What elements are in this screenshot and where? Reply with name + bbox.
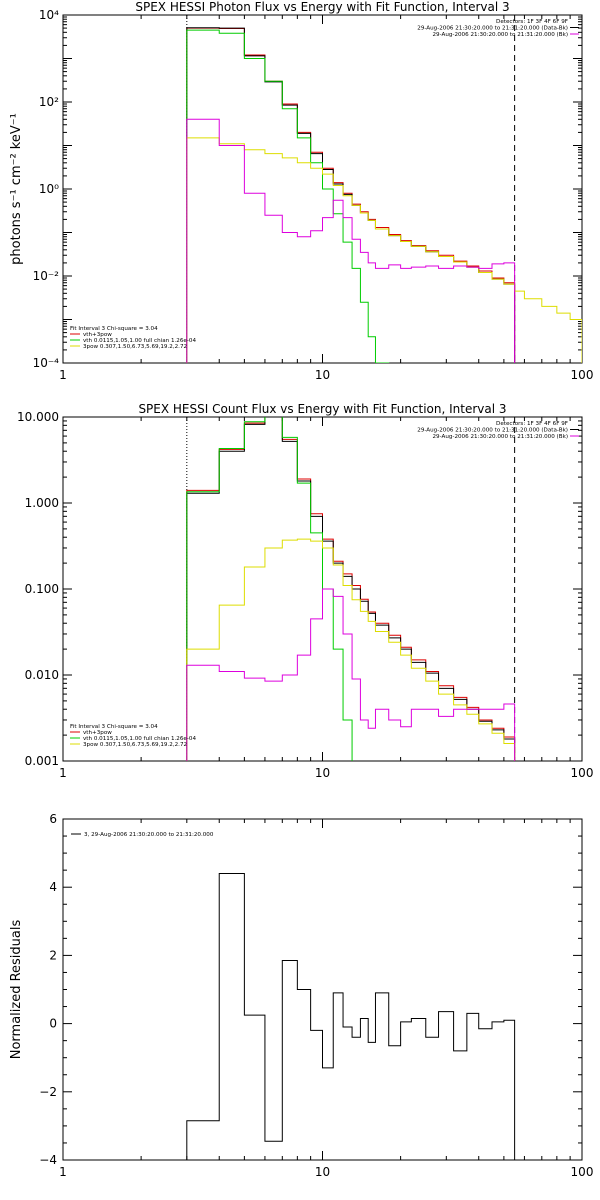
data-area (186, 27, 582, 363)
header-line: Detectors: 1F 3F 4F 6F 9F (496, 421, 568, 427)
legend-label: vth+3pow (83, 332, 112, 338)
series-4-step-line (186, 137, 582, 363)
panel-title: SPEX HESSI Count Flux vs Energy with Fit… (138, 402, 506, 416)
series-3-step-line (186, 29, 390, 363)
series-1 (186, 873, 516, 1160)
header-line: Detectors: 1F 3F 4F 6F 9F (496, 19, 568, 25)
y-tick-label: 10⁻² (33, 269, 60, 283)
series-1 (186, 27, 516, 363)
series-4 (186, 538, 516, 761)
series-2 (186, 417, 516, 761)
y-tick-label: 10⁴ (39, 8, 59, 22)
y-tick-label: 10⁰ (39, 182, 59, 196)
y-tick-label: 0.100 (25, 582, 59, 596)
series-1-step-line (186, 873, 516, 1160)
panel-3: 1 10 100 −4 −2 0 2 4 6 Normalized Residuals 3, 29-… (9, 812, 593, 1179)
x-tick-label: 10 (315, 766, 330, 780)
y-axis-label: photons s⁻¹ cm⁻² keV⁻¹ (9, 113, 24, 265)
y-tick-label: 10² (39, 95, 59, 109)
x-tick-label: 100 (571, 1165, 594, 1179)
legend-label: 3pow 0.307,1.50,6.73,5.69,19.2,2.72 (83, 742, 187, 748)
y-tick-label: 0.010 (25, 668, 59, 682)
panel-1: SPEX HESSI Photon Flux vs Energy with Fi… (9, 0, 594, 382)
y-tick-label: −4 (39, 1153, 57, 1167)
series-5 (186, 588, 516, 761)
y-axis-label: Normalized Residuals (9, 920, 24, 1060)
series-5 (186, 118, 516, 363)
x-tick-label: 100 (571, 766, 594, 780)
legend-label: vth 0.0115,1.05,1.00 full chian 1.26e-04 (83, 338, 196, 344)
series-5-step-line (186, 588, 516, 761)
y-tick-label: 4 (49, 880, 57, 894)
legend-header: Fit Interval 3 Chi-square = 3.04 (70, 326, 158, 332)
y-tick-label: 1.000 (25, 496, 59, 510)
legend-label: vth+3pow (83, 730, 112, 736)
data-area (186, 417, 516, 761)
series-4 (186, 137, 582, 363)
series-4-step-line (186, 538, 516, 761)
data-area (186, 873, 516, 1160)
legend-label: 3pow 0.307,1.50,6.73,5.69,19.2,2.72 (83, 344, 187, 350)
x-tick-label: 10 (315, 368, 330, 382)
legend-label: vth 0.0115,1.05,1.00 full chian 1.26e-04 (83, 736, 196, 742)
panel-title: SPEX HESSI Photon Flux vs Energy with Fi… (135, 0, 509, 14)
y-tick-label: 2 (49, 948, 57, 962)
header-line: 29-Aug-2006 21:30:20.000 to 21:31:20.000… (432, 32, 568, 38)
legend-header: Fit Interval 3 Chi-square = 3.04 (70, 724, 158, 730)
series-1-step-line (186, 27, 516, 363)
panel-2: SPEX HESSI Count Flux vs Energy with Fit… (17, 402, 594, 780)
legend-label: 3, 29-Aug-2006 21:30:20.000 to 21:31:20.… (84, 832, 214, 838)
x-tick-label: 10 (315, 1165, 330, 1179)
series-3 (186, 29, 390, 363)
series-2 (186, 27, 516, 363)
x-tick-label: 1 (59, 368, 67, 382)
y-tick-label: 6 (49, 812, 57, 826)
x-tick-label: 1 (59, 766, 67, 780)
y-tick-label: 0 (49, 1017, 57, 1031)
series-1-step-line (186, 417, 516, 761)
series-2-step-line (186, 417, 516, 761)
x-tick-label: 1 (59, 1165, 67, 1179)
x-tick-label: 100 (571, 368, 594, 382)
header-line: 29-Aug-2006 21:30:20.000 to 21:31:20.000… (432, 434, 568, 440)
series-3 (186, 417, 353, 761)
series-3-step-line (186, 417, 353, 761)
plot-frame (62, 818, 583, 1161)
header-line: 29-Aug-2006 21:30:20.000 to 21:31:20.000… (417, 26, 568, 32)
y-tick-label: −2 (39, 1085, 57, 1099)
y-tick-label: 0.001 (25, 754, 59, 768)
header-line: 29-Aug-2006 21:30:20.000 to 21:31:20.000… (417, 428, 568, 434)
y-tick-label: 10⁻⁴ (33, 356, 60, 370)
series-1 (186, 417, 516, 761)
y-tick-label: 10.000 (17, 410, 59, 424)
series-5-step-line (186, 118, 516, 363)
series-2-step-line (186, 27, 516, 363)
